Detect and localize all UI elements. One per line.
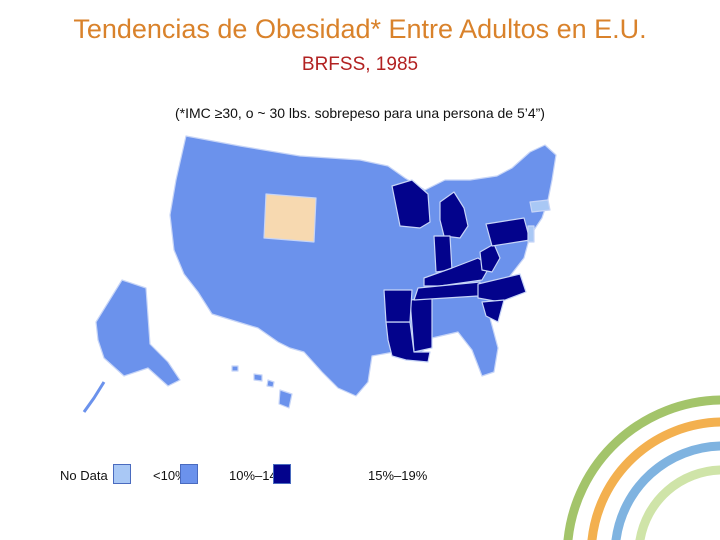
legend-swatch-10-14: [180, 464, 198, 484]
state-arkansas: [383, 289, 413, 323]
state-wyoming: [263, 193, 317, 243]
decorative-arcs: [563, 395, 720, 540]
legend-swatch-15-19: [273, 464, 291, 484]
contiguous-us: [169, 135, 557, 397]
state-south-carolina: [481, 299, 505, 323]
legend-label-under-10: <10%: [153, 468, 187, 483]
legend-swatch-under-10: [113, 464, 131, 484]
definition-note: (*IMC ≥30, o ~ 30 lbs. sobrepeso para un…: [175, 105, 545, 121]
legend-label-no-data: No Data: [60, 468, 108, 483]
us-obesity-map: [82, 135, 557, 413]
state-wisconsin: [391, 179, 431, 229]
state-indiana: [433, 235, 453, 273]
state-hawaii: [231, 365, 293, 409]
state-louisiana: [385, 321, 431, 363]
map-title: Tendencias de Obesidad* Entre Adultos en…: [73, 14, 647, 44]
state-massachusetts: [529, 199, 551, 213]
state-new-jersey: [527, 225, 535, 243]
legend-label-15-19: 15%–19%: [368, 468, 428, 483]
map-subtitle: BRFSS, 1985: [301, 54, 419, 75]
state-michigan: [439, 191, 469, 239]
state-alaska: [95, 279, 181, 387]
state-north-carolina: [477, 273, 527, 303]
state-kentucky: [423, 257, 491, 287]
alaska-aleutians: [82, 381, 106, 413]
